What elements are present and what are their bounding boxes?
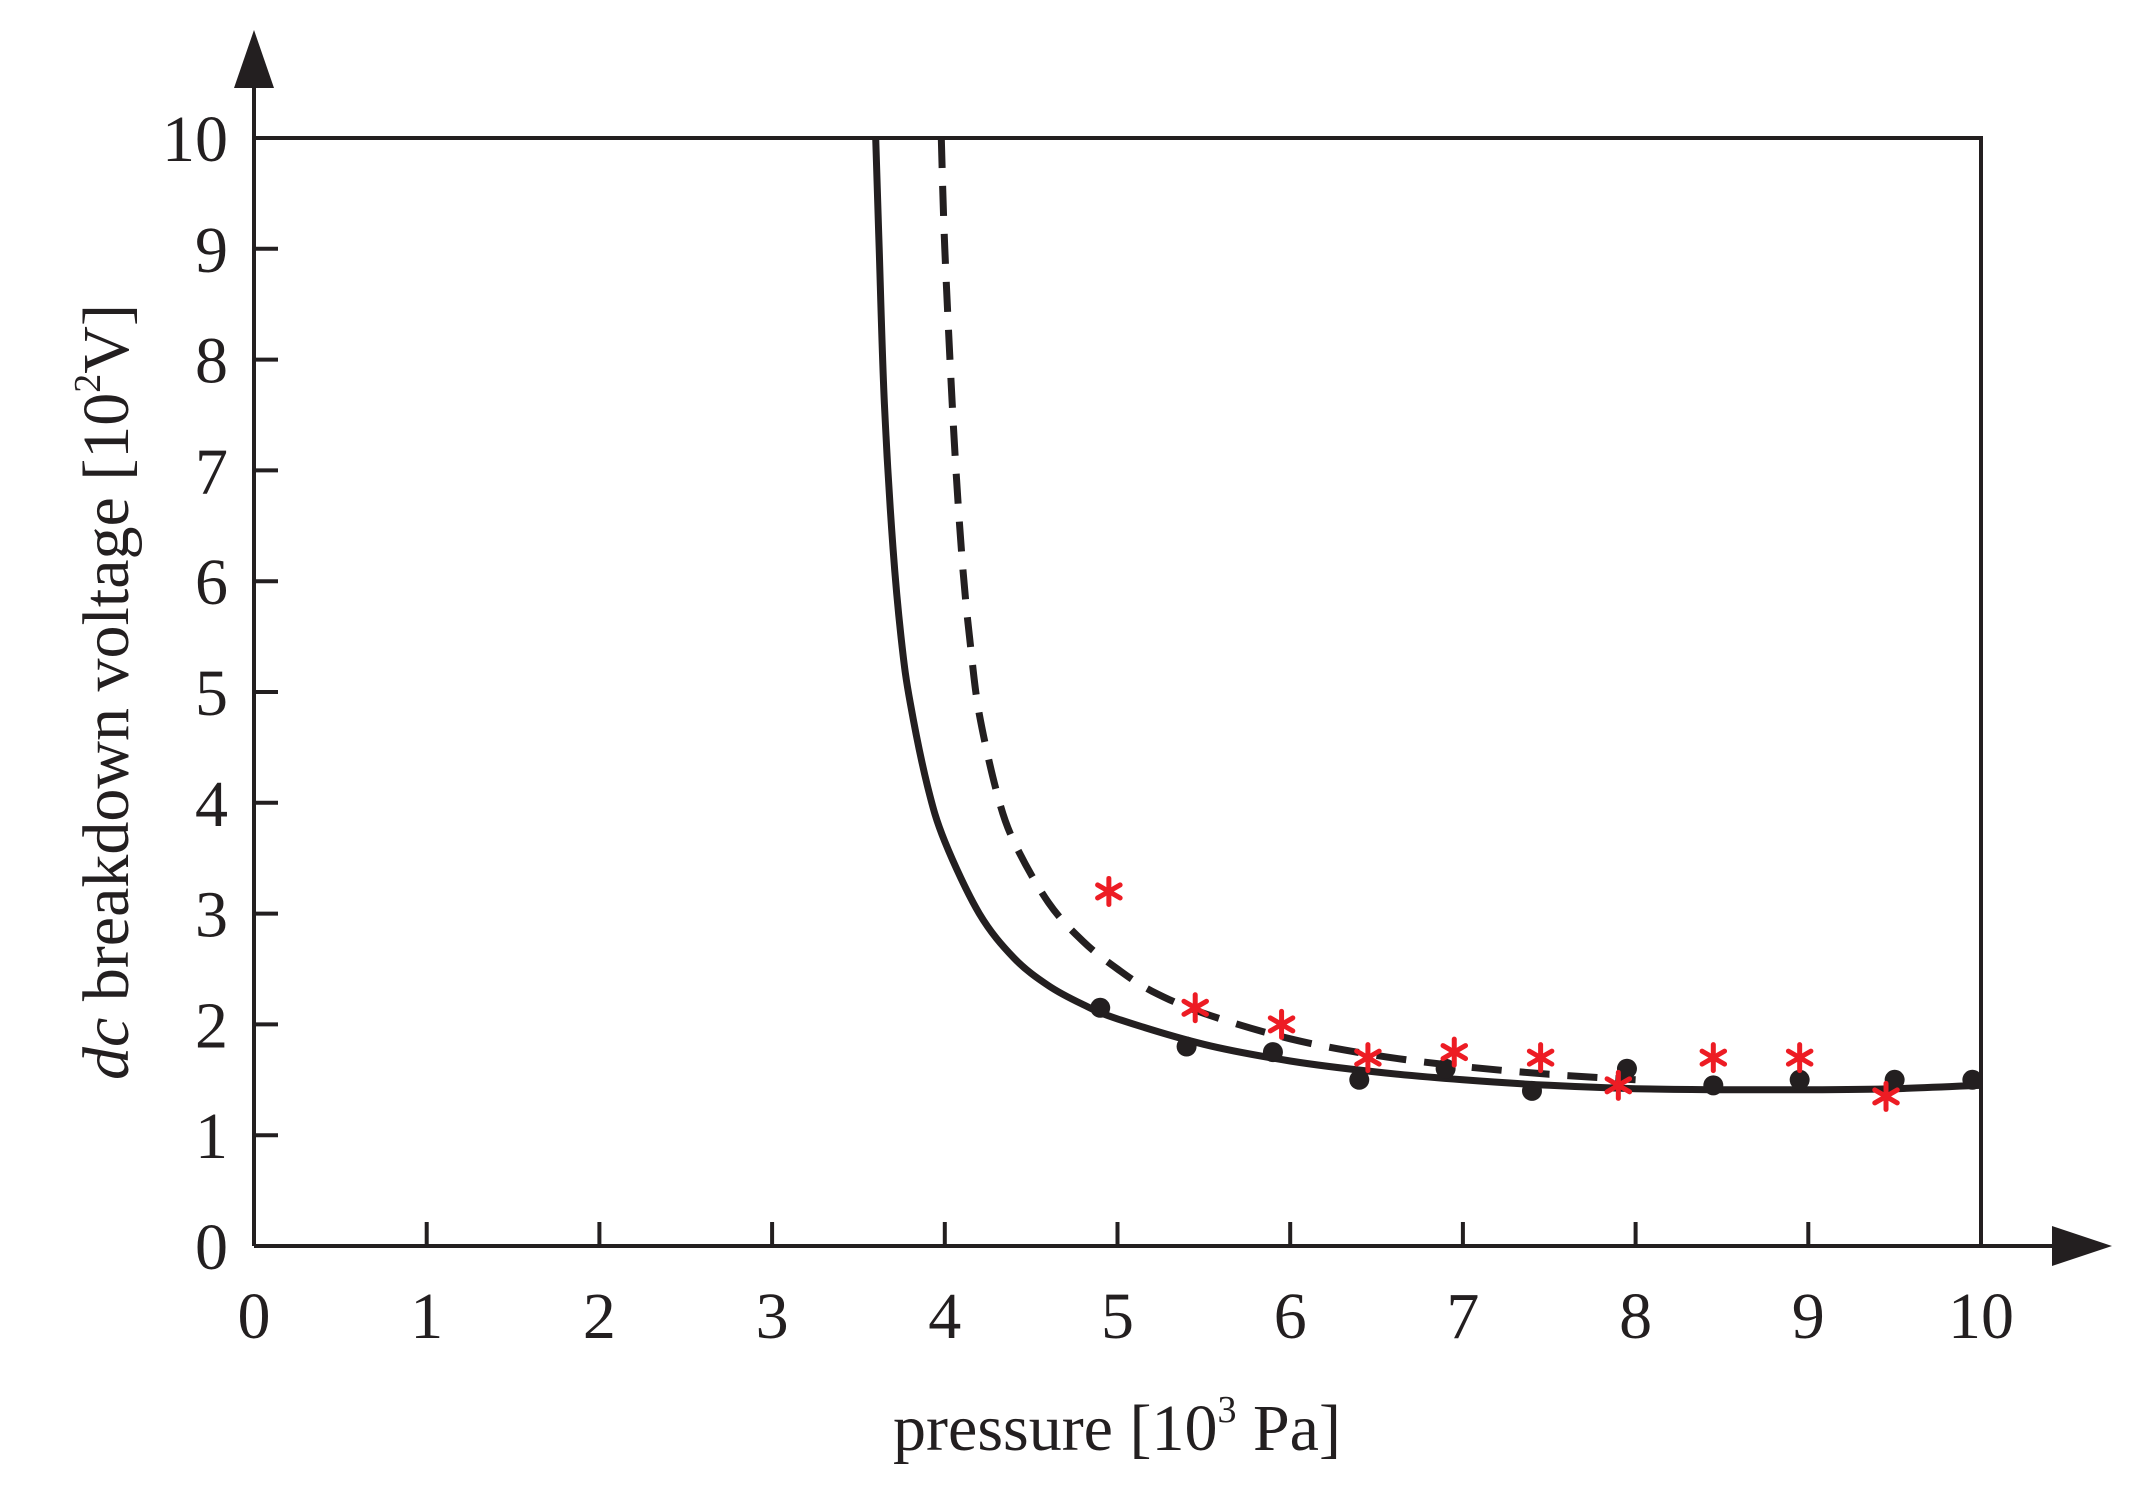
data-point-dot: [1616, 1058, 1637, 1079]
data-point-dot: [1703, 1075, 1724, 1096]
data-point-dot: [1176, 1036, 1197, 1057]
y-tick-label-6: 6: [195, 546, 228, 619]
data-point-star: [1604, 1069, 1633, 1101]
data-point-dot: [1789, 1069, 1810, 1090]
data-point-star: [1354, 1042, 1382, 1074]
data-point-dot: [1962, 1069, 1983, 1090]
data-point-star: [1095, 875, 1123, 907]
data-point-star: [1267, 1008, 1296, 1040]
data-point-dot: [1262, 1042, 1283, 1063]
y-axis-title-sup: 2: [67, 374, 109, 393]
y-axis-title-rest: V]: [70, 304, 143, 374]
plot-frame: [254, 136, 1983, 1246]
y-axis-title-italic: dc: [70, 1018, 143, 1080]
y-tick-label-0: 0: [195, 1211, 228, 1284]
data-point-star: [1699, 1042, 1728, 1074]
data-point-star: [1181, 992, 1209, 1024]
x-tick-label-6: 6: [1274, 1280, 1307, 1353]
x-tick-label-2: 2: [583, 1280, 616, 1353]
data-point-dot: [1349, 1069, 1370, 1090]
x-tick-label-5: 5: [1101, 1280, 1134, 1353]
x-tick-label-7: 7: [1446, 1280, 1479, 1353]
y-tick-label-4: 4: [195, 768, 228, 841]
y-tick-label-2: 2: [195, 989, 228, 1062]
data-point-star: [1526, 1042, 1555, 1074]
data-point-star: [1785, 1042, 1814, 1074]
y-tick-label-9: 9: [195, 214, 228, 287]
y-axis-arrow: [234, 30, 274, 88]
y-tick-label-5: 5: [195, 657, 228, 730]
x-axis-title-sup: 3: [1217, 1389, 1236, 1431]
y-axis-title-main: breakdown voltage [10: [70, 393, 143, 1018]
y-axis-title: dc breakdown voltage [102V]: [67, 304, 143, 1080]
data-point-star: [1872, 1080, 1900, 1112]
x-tick-label-4: 4: [928, 1280, 961, 1353]
x-tick-label-3: 3: [756, 1280, 789, 1353]
x-tick-label-0: 0: [238, 1280, 271, 1353]
y-tick-label-3: 3: [195, 879, 228, 952]
y-tick-label-8: 8: [195, 325, 228, 398]
y-tick-label-1: 1: [195, 1100, 228, 1173]
x-tick-label-10: 10: [1948, 1280, 2014, 1353]
x-axis-arrow: [2052, 1226, 2112, 1266]
data-point-dot: [1435, 1058, 1456, 1079]
data-point-dot: [1884, 1069, 1905, 1090]
x-axis-title-main: pressure [10: [893, 1392, 1217, 1465]
data-point-star: [1440, 1036, 1469, 1068]
x-tick-label-9: 9: [1792, 1280, 1825, 1353]
x-tick-label-8: 8: [1619, 1280, 1652, 1353]
x-axis-title-rest: Pa]: [1236, 1392, 1340, 1465]
x-tick-label-1: 1: [410, 1280, 443, 1353]
y-tick-label-7: 7: [195, 435, 228, 508]
data-point-dot: [1521, 1080, 1542, 1101]
series-line-solid: [872, 138, 1981, 1094]
data-point-dot: [1090, 997, 1111, 1018]
y-tick-label-10: 10: [162, 103, 228, 176]
series-line-dashed: [937, 138, 1636, 1084]
x-axis-title: pressure [103 Pa]: [893, 1389, 1341, 1465]
